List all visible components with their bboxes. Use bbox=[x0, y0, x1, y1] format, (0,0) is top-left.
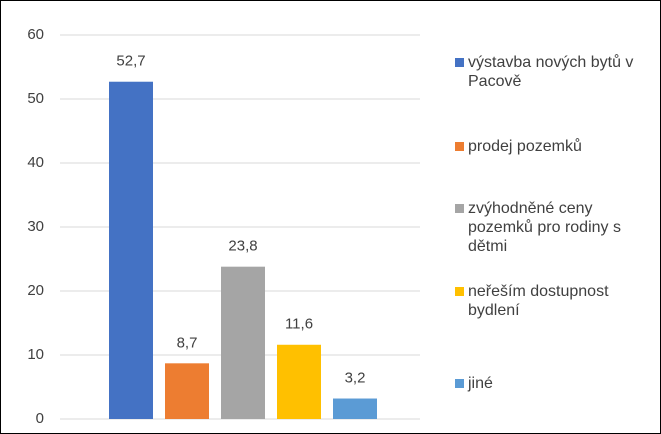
y-tick-label: 50 bbox=[27, 90, 44, 107]
y-tick-label: 30 bbox=[27, 218, 44, 235]
legend-swatch bbox=[455, 58, 464, 67]
legend-item: zvýhodněné ceny pozemků pro rodiny s dět… bbox=[455, 199, 655, 256]
legend-label: prodej pozemků bbox=[468, 138, 582, 155]
legend-swatch bbox=[455, 142, 464, 151]
legend-item: neřeším dostupnost bydlení bbox=[455, 282, 655, 320]
y-tick-label: 0 bbox=[36, 410, 44, 427]
legend-label: neřeším dostupnost bydlení bbox=[468, 283, 609, 319]
data-label: 23,8 bbox=[228, 238, 257, 255]
legend-item: prodej pozemků bbox=[455, 137, 655, 156]
legend-label: výstavba nových bytů v Pacově bbox=[468, 54, 634, 90]
legend-swatch bbox=[455, 379, 464, 388]
legend-swatch bbox=[455, 204, 464, 213]
y-tick-label: 10 bbox=[27, 346, 44, 363]
data-label: 3,2 bbox=[345, 369, 366, 386]
data-label: 52,7 bbox=[116, 53, 145, 70]
y-tick-label: 60 bbox=[27, 26, 44, 43]
legend-item: jiné bbox=[455, 374, 655, 393]
y-tick-label: 40 bbox=[27, 154, 44, 171]
data-label: 11,6 bbox=[285, 316, 313, 333]
bar bbox=[109, 81, 153, 419]
legend-label: jiné bbox=[468, 375, 493, 392]
y-tick-label: 20 bbox=[27, 282, 44, 299]
bar bbox=[333, 398, 377, 419]
data-label: 8,7 bbox=[177, 334, 198, 351]
legend-swatch bbox=[455, 287, 464, 296]
bar bbox=[277, 344, 321, 419]
legend-label: zvýhodněné ceny pozemků pro rodiny s dět… bbox=[468, 200, 621, 255]
bar bbox=[165, 363, 209, 419]
bar bbox=[221, 266, 265, 419]
legend-item: výstavba nových bytů v Pacově bbox=[455, 53, 655, 91]
